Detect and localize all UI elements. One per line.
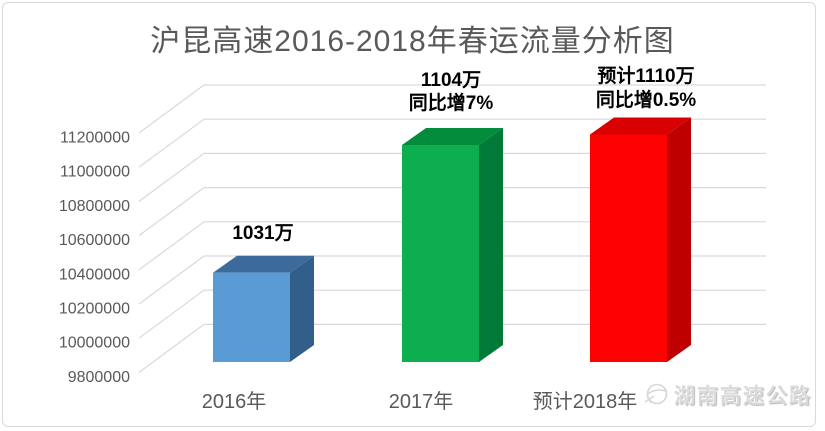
bar-2017年 [402, 128, 503, 362]
bar-side-face [290, 255, 314, 362]
watermark: 湖南高速公路 [643, 380, 812, 410]
bar-label-line: 同比增0.5% [596, 88, 696, 111]
y-tick-label-11000000: 11000000 [60, 164, 130, 181]
y-tick-label-10000000: 10000000 [59, 335, 130, 352]
y-tick-label-10400000: 10400000 [59, 266, 130, 283]
bar-label-line: 预计1110万 [597, 65, 694, 87]
gridline-10400000 [138, 221, 766, 271]
x-axis-label-预计2018年: 预计2018年 [533, 390, 638, 413]
bar-label-line: 同比增7% [409, 91, 494, 114]
bar-label-line: 1031万 [232, 223, 293, 244]
bar-side-face [479, 128, 503, 362]
gridline-10200000 [138, 255, 766, 305]
y-axis-tick-labels: 11200000 11000000 10800000 10600000 10400000… [59, 130, 130, 386]
bar-side-face [667, 117, 691, 362]
bar-front-face [402, 145, 479, 362]
gridline-11200000 [138, 84, 766, 134]
x-axis-label-2016年: 2016年 [202, 390, 267, 413]
bar-front-face [213, 272, 290, 362]
y-tick-label-10200000: 10200000 [59, 301, 130, 318]
y-tick-label-10600000: 10600000 [59, 232, 130, 249]
expressway-logo-icon [644, 383, 668, 405]
bar-top-face [590, 117, 691, 135]
y-tick-label-9800000: 9800000 [68, 369, 130, 386]
x-axis-label-2017年: 2017年 [389, 390, 454, 413]
bar-front-face [590, 134, 667, 362]
chart-title: 沪昆高速2016-2018年春运流量分析图 [150, 25, 675, 58]
gridline-11000000 [138, 118, 766, 168]
gridline-10600000 [138, 187, 766, 237]
gridline-9800000 [138, 323, 766, 373]
bar-label-2016年: 1031万 [232, 223, 293, 244]
bar-top-face [402, 128, 503, 145]
y-tick-label-10800000: 10800000 [59, 198, 130, 215]
bar-top-face [213, 255, 314, 273]
gridline-10800000 [138, 152, 766, 202]
bar-label-line: 1104万 [421, 70, 481, 91]
watermark-text: 湖南高速公路 [674, 385, 812, 408]
gridlines [138, 84, 766, 373]
gridline-10000000 [138, 289, 766, 339]
bar-2016年 [213, 255, 314, 362]
bar-预计2018年 [590, 117, 691, 362]
y-tick-label-11200000: 11200000 [60, 130, 130, 147]
